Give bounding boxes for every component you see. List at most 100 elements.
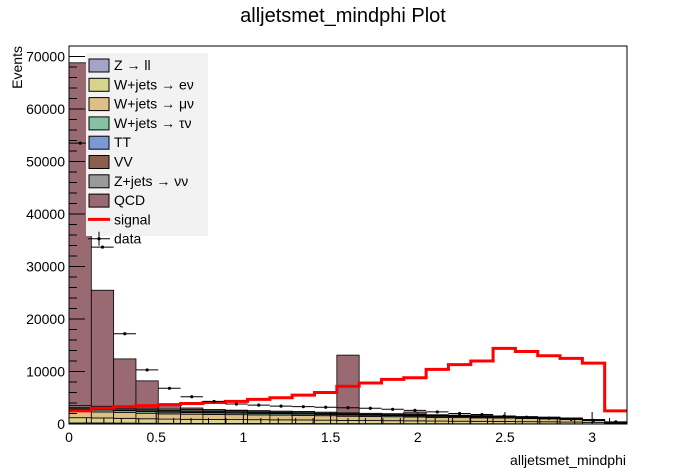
legend-entry-9: data	[88, 231, 141, 247]
data-marker-2	[123, 332, 127, 336]
data-marker-16	[435, 410, 439, 414]
bar-1-11	[314, 419, 338, 424]
bar-2-4	[157, 413, 181, 420]
bar-7-12	[336, 354, 360, 414]
legend-entry-8: signal	[88, 211, 151, 227]
bar-6-16	[425, 414, 449, 416]
bar-2-5	[180, 413, 204, 420]
x-axis: 0 0.5 1 1.5 2 2.5 3	[65, 412, 628, 445]
bar-2-16	[425, 416, 449, 422]
data-marker-4	[167, 386, 172, 390]
legend-entry-3: W+jets → τν	[88, 115, 192, 131]
data-series	[69, 141, 627, 424]
data-marker-12	[346, 406, 350, 410]
x-tick-label-4: 2	[414, 429, 422, 445]
bar-7-5	[180, 407, 204, 410]
y-tick-label-7: 70000	[26, 49, 65, 65]
bar-1-1	[90, 417, 115, 424]
data-marker-13	[368, 406, 372, 410]
bar-6-11	[314, 411, 338, 414]
legend-swatch-3	[88, 116, 110, 131]
legend-entry-4: TT	[88, 134, 132, 150]
data-marker-9	[279, 404, 283, 408]
legend-swatch-6	[88, 174, 110, 189]
legend-swatch-marker-9	[97, 237, 101, 241]
data-point-7	[225, 402, 248, 406]
bar-2-17	[448, 417, 472, 422]
bar-2-20	[515, 418, 539, 423]
data-marker-8	[257, 403, 261, 407]
legend-label-1: W+jets → eν	[114, 76, 194, 92]
y-tick-label-3: 30000	[26, 259, 65, 275]
data-point-2	[113, 332, 136, 336]
data-point-23	[582, 418, 605, 422]
data-point-10	[292, 405, 315, 409]
data-point-16	[426, 410, 449, 414]
data-marker-5	[190, 395, 194, 399]
data-marker-14	[391, 407, 395, 411]
legend-swatch-1	[88, 77, 110, 92]
legend-swatch-5	[88, 155, 110, 169]
bar-7-15	[403, 411, 427, 415]
legend-label-8: signal	[114, 211, 151, 227]
legend-label-7: QCD	[114, 192, 145, 208]
chart-title: alljetsmet_mindphi Plot	[240, 5, 446, 27]
bar-2-1	[90, 411, 115, 419]
data-marker-7	[234, 402, 238, 406]
data-marker-10	[301, 405, 305, 409]
data-marker-22	[569, 417, 573, 421]
data-marker-20	[524, 415, 529, 419]
data-point-21	[537, 416, 561, 420]
data-point-20	[515, 415, 538, 419]
y-tick-label-1: 10000	[26, 364, 65, 380]
legend-entry-1: W+jets → eν	[88, 76, 194, 92]
data-marker-21	[547, 416, 551, 420]
data-marker-24	[614, 420, 618, 424]
x-tick-label-1: 0.5	[146, 429, 166, 445]
bar-7-3	[135, 380, 159, 409]
y-tick-label-0: 0	[57, 416, 65, 432]
data-marker-15	[413, 408, 417, 412]
legend-entry-2: W+jets → μν	[88, 96, 194, 112]
legend-label-5: VV	[114, 154, 133, 170]
data-marker-3	[145, 368, 149, 372]
data-point-17	[448, 411, 471, 416]
legend-swatch-0	[88, 58, 110, 73]
data-point-6	[202, 399, 226, 404]
data-point-4	[158, 386, 181, 390]
x-tick-label-3: 1.5	[321, 429, 341, 445]
legend-swatch-7	[88, 193, 110, 208]
signal-series	[69, 346, 627, 413]
bar-1-0	[68, 417, 92, 424]
legend-swatch-2	[88, 97, 110, 112]
bar-1-6	[202, 419, 226, 424]
bar-1-4	[157, 418, 181, 424]
y-tick-label-4: 40000	[26, 206, 65, 222]
bar-6-14	[381, 413, 405, 415]
data-point-13	[359, 406, 382, 410]
bar-1-2	[113, 417, 137, 424]
data-point-18	[470, 412, 494, 417]
bar-1-13	[358, 420, 382, 425]
legend-label-9: data	[114, 231, 141, 247]
x-tick-label-0: 0	[65, 429, 73, 445]
legend-label-2: W+jets → μν	[114, 96, 194, 112]
data-point-22	[560, 417, 583, 421]
data-marker-0	[78, 141, 82, 145]
bar-1-9	[269, 419, 293, 424]
data-point-8	[247, 403, 270, 407]
bar-7-2	[113, 358, 137, 408]
legend-label-4: TT	[114, 134, 132, 150]
legend-entry-0: Z → ll	[88, 57, 151, 73]
bar-2-18	[470, 417, 494, 422]
bar-2-6	[202, 414, 226, 420]
data-point-12	[336, 406, 360, 410]
y-axis-label: Events	[9, 46, 25, 89]
data-point-5	[180, 395, 203, 399]
bar-1-15	[403, 420, 427, 425]
bar-2-9	[269, 414, 293, 421]
data-marker-23	[591, 418, 596, 422]
bar-2-15	[403, 416, 427, 422]
data-point-3	[135, 368, 159, 372]
bar-2-3	[135, 412, 159, 420]
